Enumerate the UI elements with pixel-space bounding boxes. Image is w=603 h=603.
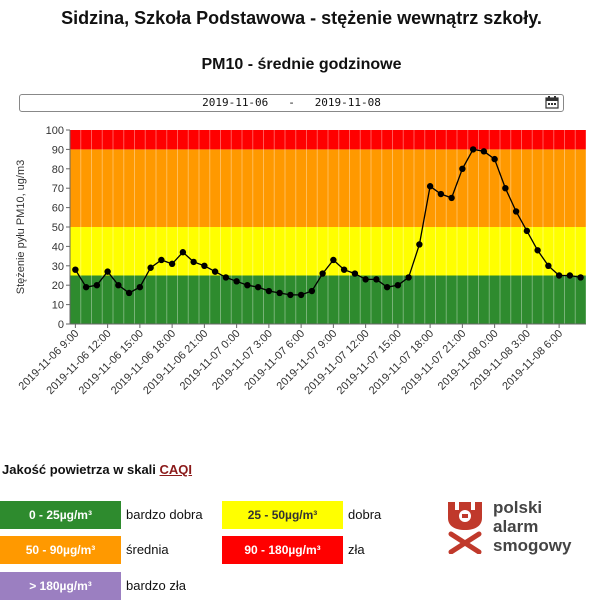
legend-label-bad: zła: [348, 542, 365, 557]
x-tick-label: 2019-11-08 6:00: [500, 328, 565, 393]
data-point: [555, 272, 563, 279]
data-point: [265, 287, 273, 295]
data-point: [254, 283, 262, 291]
legend-label-good: dobra: [348, 507, 382, 522]
chart-subtitle: PM10 - średnie godzinowe: [201, 56, 402, 73]
data-point: [190, 258, 197, 266]
y-tick-label: 50: [52, 222, 64, 234]
legend-box-bad: 90 - 180µg/m³: [222, 536, 343, 564]
y-tick-label: 40: [52, 241, 64, 253]
date-separator: -: [288, 96, 295, 109]
legend-label-medium: średnia: [126, 542, 169, 557]
pm10-line-chart: 0 10 20 30 40 50 60 70 80 90 100 Stężenie pyłu PM10…: [15, 125, 587, 397]
data-point: [362, 276, 369, 283]
y-tick-label: 80: [52, 164, 64, 176]
data-point: [158, 256, 165, 264]
data-point: [244, 282, 251, 289]
data-point: [297, 291, 305, 299]
legend-range-very-bad: > 180µg/m³: [29, 579, 92, 593]
date-end: 2019-11-08: [314, 96, 381, 109]
data-point: [308, 287, 316, 295]
data-point: [426, 183, 434, 190]
y-axis-label: Stężenie pyłu PM10, ug/m3: [15, 160, 27, 295]
legend-box-medium: 50 - 90µg/m³: [0, 536, 121, 564]
y-tick-label: 100: [46, 125, 64, 137]
data-point: [437, 190, 445, 198]
data-point: [330, 256, 337, 264]
data-point: [82, 283, 90, 291]
data-point: [104, 268, 111, 275]
data-point: [373, 276, 380, 283]
data-point: [351, 270, 359, 277]
legend-box-good: 25 - 50µg/m³: [222, 501, 343, 529]
data-point: [93, 282, 101, 289]
data-point: [523, 227, 531, 235]
y-tick-label: 20: [52, 280, 64, 292]
band-2: [70, 149, 586, 227]
data-point: [480, 148, 488, 155]
data-point: [459, 165, 466, 172]
data-point: [168, 260, 176, 268]
data-point: [512, 208, 520, 215]
calendar-icon[interactable]: [545, 96, 559, 109]
y-tick-label: 60: [52, 203, 64, 215]
data-point: [534, 247, 541, 254]
data-point: [340, 266, 348, 273]
legend-heading-text: Jakość powietrza w skali: [2, 462, 156, 477]
logo-line-2: alarm: [493, 517, 539, 536]
band-0: [70, 275, 586, 324]
data-point: [211, 268, 219, 275]
date-start: 2019-11-06: [202, 96, 269, 109]
data-point: [394, 282, 402, 289]
data-point: [179, 249, 187, 256]
legend-box-very-bad: > 180µg/m³: [0, 572, 121, 600]
y-tick-label: 30: [52, 261, 64, 273]
data-point: [201, 262, 208, 269]
logo-line-1: polski: [493, 498, 543, 517]
data-point: [566, 272, 574, 279]
legend-range-very-good: 0 - 25µg/m³: [29, 508, 92, 522]
data-point: [448, 194, 455, 202]
legend-range-good: 25 - 50µg/m³: [247, 508, 318, 522]
polski-alarm-smogowy-logo-icon: [448, 502, 482, 554]
legend-box-very-good: 0 - 25µg/m³: [0, 501, 121, 529]
legend-label-very-good: bardzo dobra: [126, 507, 203, 522]
data-point: [319, 270, 326, 277]
logo-text: polski alarm smogowy: [493, 498, 571, 555]
data-point: [115, 282, 122, 289]
y-tick-label: 10: [52, 300, 64, 312]
y-tick-label: 90: [52, 144, 64, 156]
data-point: [72, 266, 79, 273]
data-point: [125, 289, 133, 297]
data-point: [491, 155, 498, 163]
legend-label-very-bad: bardzo zła: [126, 578, 186, 593]
data-point: [545, 262, 552, 269]
data-point: [405, 274, 412, 281]
date-range-picker[interactable]: 2019-11-06 - 2019-11-08: [19, 94, 564, 112]
legend-range-bad: 90 - 180µg/m³: [244, 543, 321, 557]
data-point: [147, 264, 154, 271]
data-point: [416, 241, 423, 248]
caqi-link[interactable]: CAQI: [159, 462, 193, 477]
chart-title: Sidzina, Szkoła Podstawowa - stężenie we…: [61, 8, 542, 28]
data-point: [577, 274, 584, 281]
legend-heading: Jakość powietrza w skali CAQI: [2, 462, 192, 477]
data-point: [383, 283, 391, 291]
data-point: [136, 283, 144, 291]
legend-range-medium: 50 - 90µg/m³: [25, 543, 96, 557]
data-point: [222, 274, 230, 281]
data-point: [276, 289, 283, 297]
logo-line-3: smogowy: [493, 536, 572, 555]
data-point: [233, 278, 240, 285]
data-point: [287, 291, 294, 299]
data-point: [502, 185, 509, 192]
y-tick-label: 70: [52, 183, 64, 195]
data-point: [469, 146, 477, 153]
y-tick-label: 0: [58, 319, 64, 331]
band-3: [70, 130, 586, 150]
